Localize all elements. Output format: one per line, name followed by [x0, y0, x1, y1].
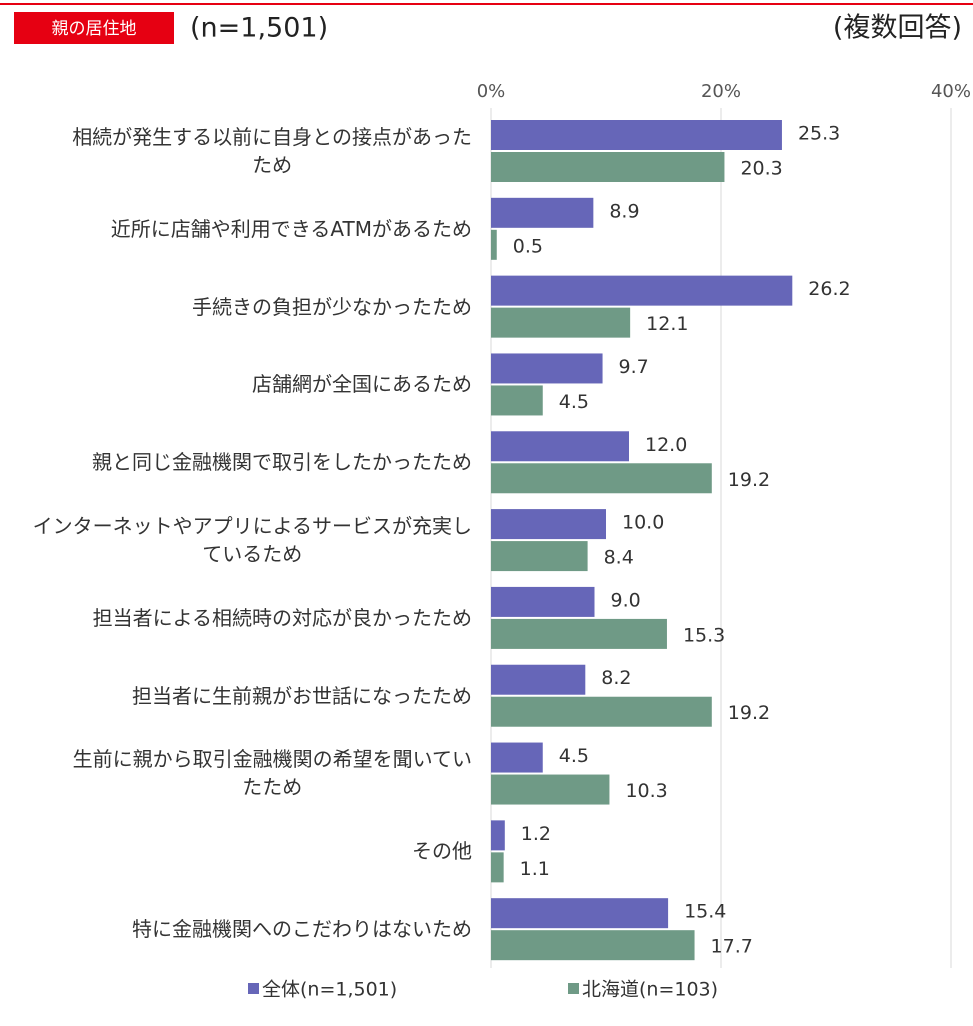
category-text: 相続が発生する以前に自身との接点があった ため — [72, 124, 472, 177]
bar — [491, 852, 504, 883]
category-label: 相続が発生する以前に自身との接点があった ため — [10, 112, 472, 190]
value-label: 26.2 — [808, 278, 850, 300]
legend-swatch — [568, 983, 579, 994]
category-label: 近所に店舗や利用できるATMがあるため — [10, 190, 472, 268]
bar — [491, 664, 586, 695]
value-label: 1.2 — [521, 823, 551, 845]
value-label: 15.3 — [683, 624, 725, 646]
value-label: 9.0 — [611, 589, 641, 611]
category-text: インターネットやアプリによるサービスが充実し ているため — [32, 513, 472, 566]
category-text: 店舗網が全国にあるため — [252, 372, 472, 397]
value-label: 19.2 — [728, 469, 770, 491]
category-text: 親と同じ金融機関で取引をしたかったため — [92, 450, 472, 475]
bar — [491, 742, 543, 773]
legend-label: 全体(n=1,501) — [262, 979, 397, 1001]
bar — [491, 898, 669, 929]
value-label: 12.1 — [646, 313, 688, 335]
value-label: 9.7 — [619, 356, 649, 378]
x-tick-label: 20% — [701, 81, 741, 102]
bar — [491, 463, 712, 494]
category-text: 生前に親から取引金融機関の希望を聞いてい たため — [72, 747, 472, 800]
category-label: 店舗網が全国にあるため — [10, 345, 472, 423]
badge-box — [14, 12, 174, 44]
category-label: 手続きの負担が少なかったため — [10, 268, 472, 346]
legend-swatch — [248, 983, 259, 994]
value-label: 4.5 — [559, 745, 589, 767]
legend-label: 北海道(n=103) — [582, 979, 718, 1001]
bar — [491, 696, 712, 727]
value-label: 12.0 — [645, 434, 687, 456]
bar — [491, 307, 631, 338]
value-label: 20.3 — [740, 158, 782, 180]
category-text: 近所に店舗や利用できるATMがあるため — [110, 216, 472, 241]
bar — [491, 618, 667, 649]
bar — [491, 275, 793, 306]
subtitle: (n=1,501) — [190, 13, 328, 44]
category-label: 親と同じ金融機関で取引をしたかったため — [10, 423, 472, 501]
category-label: 生前に親から取引金融機関の希望を聞いてい たため — [10, 735, 472, 813]
value-label: 19.2 — [728, 702, 770, 724]
category-label: 担当者に生前親がお世話になったため — [10, 657, 472, 735]
value-label: 0.5 — [513, 235, 543, 257]
bar — [491, 541, 588, 572]
bar — [491, 152, 725, 182]
category-text: 担当者による相続時の対応が良かったため — [92, 605, 472, 630]
value-label: 1.1 — [520, 858, 550, 880]
value-label: 8.2 — [601, 667, 631, 689]
value-label: 4.5 — [559, 391, 589, 413]
badge: 親の居住地 — [52, 19, 137, 39]
x-tick-label: 40% — [931, 81, 971, 102]
value-label: 17.7 — [711, 936, 753, 958]
bar — [491, 385, 543, 416]
bar — [491, 353, 603, 384]
category-label: インターネットやアプリによるサービスが充実し ているため — [10, 501, 472, 579]
bar — [491, 229, 497, 260]
category-label: その他 — [10, 812, 472, 890]
category-label: 特に金融機関へのこだわりはないため — [10, 890, 472, 968]
bar — [491, 431, 629, 462]
note: (複数回答) — [833, 13, 962, 44]
bar — [491, 930, 695, 961]
category-text: 担当者に生前親がお世話になったため — [132, 683, 472, 708]
value-label: 15.4 — [684, 901, 726, 923]
bar — [491, 820, 505, 851]
x-tick-label: 0% — [477, 81, 506, 102]
value-label: 8.4 — [604, 547, 634, 569]
category-text: 手続きの負担が少なかったため — [192, 294, 472, 319]
bar — [491, 120, 782, 150]
value-label: 10.0 — [622, 512, 664, 534]
value-label: 25.3 — [798, 123, 840, 145]
bar — [491, 197, 594, 228]
category-text: その他 — [412, 839, 472, 864]
value-label: 8.9 — [609, 200, 639, 222]
bar — [491, 586, 595, 617]
value-label: 10.3 — [625, 780, 667, 802]
category-label: 担当者による相続時の対応が良かったため — [10, 579, 472, 657]
category-text: 特に金融機関へのこだわりはないため — [132, 917, 472, 942]
bar — [491, 774, 610, 805]
bar — [491, 509, 606, 540]
